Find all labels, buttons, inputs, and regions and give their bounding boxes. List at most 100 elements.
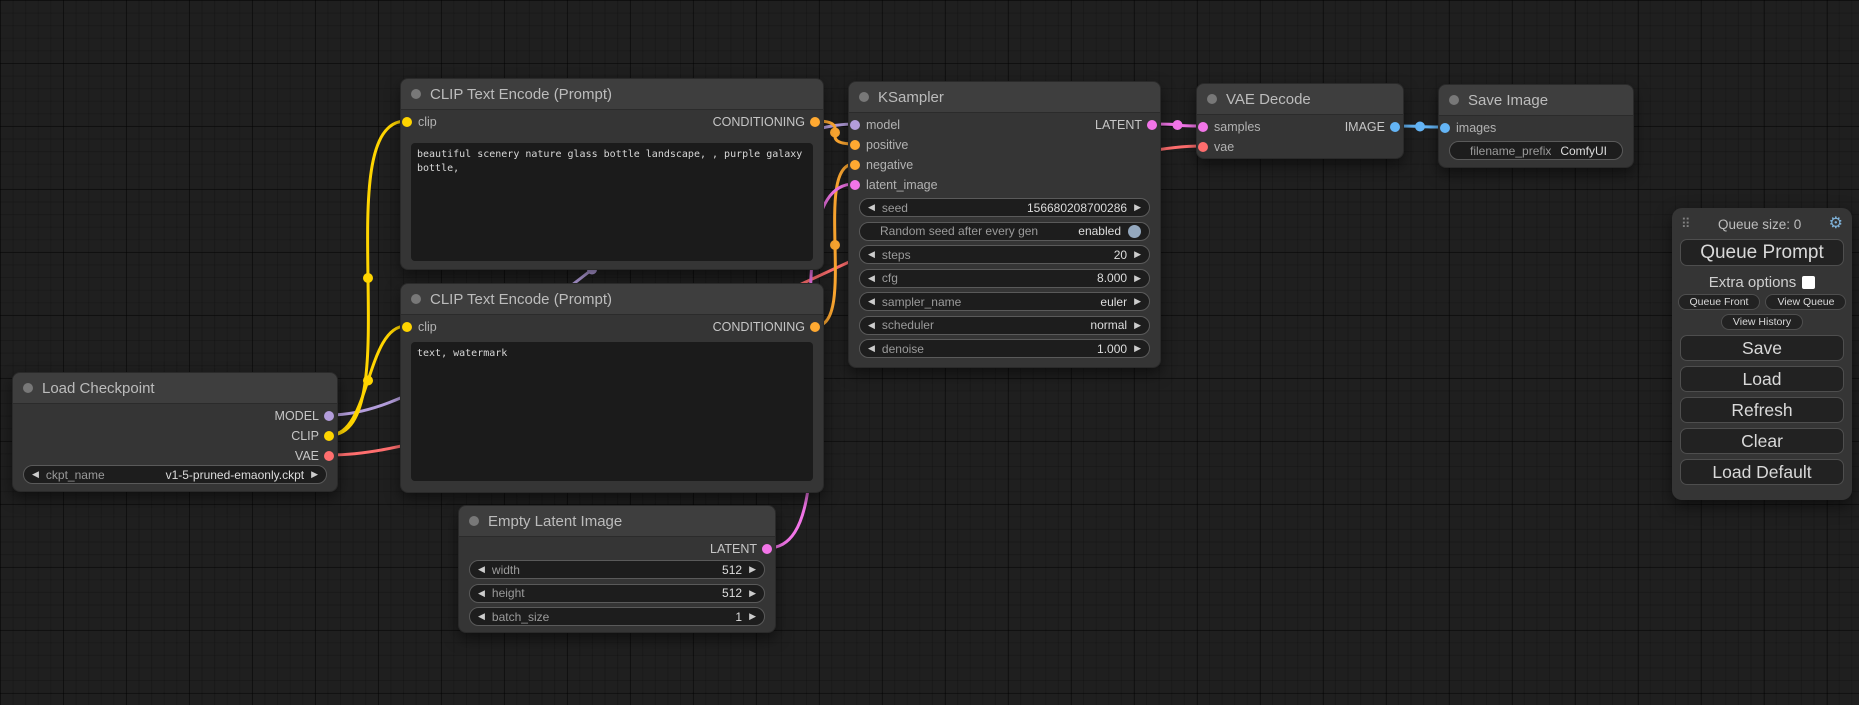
latent_image-input-port[interactable] bbox=[850, 180, 860, 190]
prompt-textarea[interactable]: text, watermark bbox=[411, 342, 813, 481]
widget-label: ckpt_name bbox=[45, 467, 105, 482]
increment-arrow-icon[interactable]: ▶ bbox=[1134, 249, 1141, 259]
node-clip-text-encode-positive[interactable]: CLIP Text Encode (Prompt) clip CONDITIONIN… bbox=[400, 78, 824, 270]
node-title-bar[interactable]: Save Image bbox=[1439, 85, 1633, 116]
node-clip-text-encode-negative[interactable]: CLIP Text Encode (Prompt) clip CONDITIONIN… bbox=[400, 283, 824, 493]
view-queue-button[interactable]: View Queue bbox=[1765, 294, 1847, 310]
input-port-label: latent_image bbox=[866, 178, 938, 192]
node-title-bar[interactable]: CLIP Text Encode (Prompt) bbox=[401, 79, 823, 110]
node-title-bar[interactable]: Empty Latent Image bbox=[459, 506, 775, 537]
save-button[interactable]: Save bbox=[1680, 335, 1844, 361]
decrement-arrow-icon[interactable]: ◀ bbox=[868, 319, 875, 330]
output-port-label: LATENT bbox=[1095, 118, 1142, 132]
scheduler-widget[interactable]: ◀ scheduler normal ▶ bbox=[859, 315, 1150, 335]
collapse-dot[interactable] bbox=[1207, 94, 1217, 104]
model-input-port[interactable] bbox=[850, 120, 860, 130]
node-title-bar[interactable]: Load Checkpoint bbox=[13, 373, 337, 404]
height-widget[interactable]: ◀ height 512 ▶ bbox=[469, 583, 765, 603]
collapse-dot[interactable] bbox=[411, 294, 421, 304]
node-title-bar[interactable]: KSampler bbox=[849, 82, 1160, 113]
increment-arrow-icon[interactable]: ▶ bbox=[1134, 319, 1141, 330]
load-default-button[interactable]: Load Default bbox=[1680, 459, 1844, 485]
output-port-label: IMAGE bbox=[1344, 120, 1385, 134]
settings-gear-icon[interactable]: ⚙ bbox=[1828, 215, 1843, 232]
clip-input-port[interactable] bbox=[402, 322, 412, 332]
widget-label: filename_prefix bbox=[1470, 143, 1552, 158]
collapse-dot[interactable] bbox=[411, 89, 421, 99]
VAE-output-port[interactable] bbox=[324, 451, 334, 461]
decrement-arrow-icon[interactable]: ◀ bbox=[868, 249, 875, 259]
drag-handle-icon[interactable]: ⠿ bbox=[1681, 216, 1691, 231]
node-vae-decode[interactable]: VAE Decode samples vae IMAGE bbox=[1196, 83, 1404, 159]
decrement-arrow-icon[interactable]: ◀ bbox=[868, 296, 875, 306]
extra-options-label: Extra options bbox=[1708, 273, 1797, 291]
random-seed-after-every-gen-widget[interactable]: Random seed after every gen enabled bbox=[859, 221, 1150, 241]
seed-widget[interactable]: ◀ seed 156680208700286 ▶ bbox=[859, 198, 1150, 217]
LATENT-output-port[interactable] bbox=[1147, 120, 1157, 130]
positive-input-port[interactable] bbox=[850, 140, 860, 150]
batch-size-widget[interactable]: ◀ batch_size 1 ▶ bbox=[469, 607, 765, 626]
toggle-dot[interactable] bbox=[1128, 224, 1141, 238]
decrement-arrow-icon[interactable]: ◀ bbox=[868, 202, 875, 212]
refresh-button[interactable]: Refresh bbox=[1680, 397, 1844, 423]
LATENT-output-port[interactable] bbox=[762, 544, 772, 554]
vae-input-port[interactable] bbox=[1198, 142, 1208, 152]
images-input-port[interactable] bbox=[1440, 123, 1450, 133]
widget-value: 20 bbox=[1113, 247, 1128, 262]
increment-arrow-icon[interactable]: ▶ bbox=[749, 587, 756, 598]
CONDITIONING-output-port[interactable] bbox=[810, 117, 820, 127]
filename-prefix-widget[interactable]: filename_prefix ComfyUI bbox=[1449, 141, 1623, 160]
node-load-checkpoint[interactable]: Load Checkpoint MODEL CLIP VAE ◀ ckpt_name v1-… bbox=[12, 372, 338, 492]
collapse-dot[interactable] bbox=[1449, 95, 1459, 105]
CLIP-output-port[interactable] bbox=[324, 431, 334, 441]
decrement-arrow-icon[interactable]: ◀ bbox=[478, 564, 485, 574]
output-port-label: CONDITIONING bbox=[712, 115, 805, 129]
link-midpoint-dot bbox=[830, 240, 840, 250]
node-save-image[interactable]: Save Image images filename_prefix ComfyUI bbox=[1438, 84, 1634, 168]
decrement-arrow-icon[interactable]: ◀ bbox=[32, 469, 39, 479]
node-title-bar[interactable]: CLIP Text Encode (Prompt) bbox=[401, 284, 823, 315]
queue-prompt-button[interactable]: Queue Prompt bbox=[1680, 239, 1844, 266]
increment-arrow-icon[interactable]: ▶ bbox=[1134, 272, 1141, 283]
node-title-label: Empty Latent Image bbox=[488, 512, 623, 530]
MODEL-output-port[interactable] bbox=[324, 411, 334, 421]
view-history-button[interactable]: View History bbox=[1720, 314, 1804, 330]
decrement-arrow-icon[interactable]: ◀ bbox=[868, 343, 875, 353]
queue-front-button[interactable]: Queue Front bbox=[1677, 294, 1761, 310]
decrement-arrow-icon[interactable]: ◀ bbox=[868, 272, 875, 283]
collapse-dot[interactable] bbox=[859, 92, 869, 102]
increment-arrow-icon[interactable]: ▶ bbox=[311, 469, 318, 479]
link-midpoint-dot bbox=[363, 375, 373, 386]
samples-input-port[interactable] bbox=[1198, 122, 1208, 132]
decrement-arrow-icon[interactable]: ◀ bbox=[478, 587, 485, 598]
denoise-widget[interactable]: ◀ denoise 1.000 ▶ bbox=[859, 339, 1150, 358]
cfg-widget[interactable]: ◀ cfg 8.000 ▶ bbox=[859, 268, 1150, 288]
width-widget[interactable]: ◀ width 512 ▶ bbox=[469, 560, 765, 579]
increment-arrow-icon[interactable]: ▶ bbox=[749, 564, 756, 574]
prompt-textarea[interactable]: beautiful scenery nature glass bottle la… bbox=[411, 143, 813, 261]
output-port-label: MODEL bbox=[274, 409, 319, 423]
increment-arrow-icon[interactable]: ▶ bbox=[749, 611, 756, 621]
ckpt-name-widget[interactable]: ◀ ckpt_name v1-5-pruned-emaonly.ckpt ▶ bbox=[23, 465, 327, 484]
negative-input-port[interactable] bbox=[850, 160, 860, 170]
CONDITIONING-output-port[interactable] bbox=[810, 322, 820, 332]
decrement-arrow-icon[interactable]: ◀ bbox=[478, 611, 485, 621]
steps-widget[interactable]: ◀ steps 20 ▶ bbox=[859, 245, 1150, 264]
input-port-label: vae bbox=[1214, 140, 1235, 154]
IMAGE-output-port[interactable] bbox=[1390, 122, 1400, 132]
node-empty-latent-image[interactable]: Empty Latent Image LATENT ◀ width 512 ▶ ◀ heigh… bbox=[458, 505, 776, 633]
collapse-dot[interactable] bbox=[469, 516, 479, 526]
load-button[interactable]: Load bbox=[1680, 366, 1844, 392]
increment-arrow-icon[interactable]: ▶ bbox=[1134, 296, 1141, 306]
input-port-label: positive bbox=[866, 138, 909, 152]
increment-arrow-icon[interactable]: ▶ bbox=[1134, 343, 1141, 353]
node-title-bar[interactable]: VAE Decode bbox=[1197, 84, 1403, 115]
extra-options-checkbox[interactable] bbox=[1802, 275, 1816, 289]
sampler-name-widget[interactable]: ◀ sampler_name euler ▶ bbox=[859, 292, 1150, 311]
clear-button[interactable]: Clear bbox=[1680, 428, 1844, 454]
collapse-dot[interactable] bbox=[23, 383, 33, 393]
clip-input-port[interactable] bbox=[402, 117, 412, 127]
increment-arrow-icon[interactable]: ▶ bbox=[1134, 202, 1141, 212]
node-ksampler[interactable]: KSampler model positive negative latent_imag… bbox=[848, 81, 1161, 368]
